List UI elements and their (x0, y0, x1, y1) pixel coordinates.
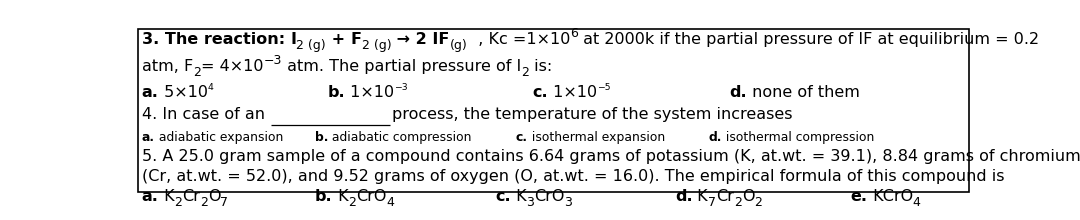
Text: c.: c. (516, 131, 528, 144)
Text: 2: 2 (521, 66, 529, 79)
Text: adiabatic compression: adiabatic compression (328, 131, 472, 144)
Text: 2: 2 (200, 196, 207, 209)
Text: is:: is: (529, 59, 552, 74)
Text: 2: 2 (174, 196, 183, 209)
Text: atm. The partial pressure of I: atm. The partial pressure of I (282, 59, 521, 74)
Text: 3: 3 (526, 196, 534, 209)
Text: 5×10: 5×10 (159, 85, 207, 100)
Text: 2: 2 (348, 196, 356, 209)
Text: c.: c. (495, 189, 511, 204)
Text: 2: 2 (754, 196, 762, 209)
Text: K: K (159, 189, 174, 204)
Text: O: O (742, 189, 754, 204)
Text: 3. The reaction:: 3. The reaction: (141, 32, 291, 47)
Text: Cr: Cr (183, 189, 200, 204)
Text: = 4×10: = 4×10 (201, 59, 264, 74)
Text: CrO: CrO (534, 189, 565, 204)
Text: d.: d. (675, 189, 692, 204)
Text: −3: −3 (264, 54, 282, 67)
Text: K: K (511, 189, 526, 204)
Text: 4: 4 (207, 82, 214, 92)
Text: 1×10: 1×10 (549, 85, 597, 100)
Text: atm, F: atm, F (141, 59, 193, 74)
Text: c.: c. (532, 85, 549, 100)
Text: Cr: Cr (716, 189, 734, 204)
Text: 7: 7 (708, 196, 716, 209)
Text: 1×10: 1×10 (346, 85, 394, 100)
Text: CrO: CrO (356, 189, 387, 204)
Text: 6: 6 (570, 27, 578, 40)
Text: isothermal compression: isothermal compression (721, 131, 874, 144)
Text: 5. A 25.0 gram sample of a compound contains 6.64 grams of potassium (K, at.wt. : 5. A 25.0 gram sample of a compound cont… (141, 149, 1080, 164)
Text: −3: −3 (394, 82, 408, 92)
Text: a.: a. (141, 85, 159, 100)
Text: b.: b. (315, 131, 328, 144)
Text: 7: 7 (220, 196, 228, 209)
Text: process, the temperature of the system increases: process, the temperature of the system i… (392, 107, 793, 122)
Text: b.: b. (315, 189, 333, 204)
Text: b.: b. (327, 85, 346, 100)
Text: → 2 IF: → 2 IF (391, 32, 450, 47)
Text: 2: 2 (193, 66, 201, 79)
Text: none of them: none of them (747, 85, 860, 100)
Text: KCrO: KCrO (867, 189, 913, 204)
Text: a.: a. (141, 189, 159, 204)
Text: I: I (291, 32, 296, 47)
Text: 4: 4 (387, 196, 394, 209)
Text: , Kc =1×10: , Kc =1×10 (468, 32, 570, 47)
Text: (g): (g) (450, 39, 468, 52)
Text: K: K (692, 189, 708, 204)
Text: 4: 4 (913, 196, 920, 209)
Text: 3: 3 (565, 196, 572, 209)
Text: a.: a. (141, 131, 154, 144)
Text: O: O (207, 189, 220, 204)
Text: e.: e. (851, 189, 867, 204)
Text: at 2000k if the partial pressure of IF at equilibrium = 0.2: at 2000k if the partial pressure of IF a… (578, 32, 1039, 47)
Text: K: K (333, 189, 348, 204)
Text: isothermal expansion: isothermal expansion (528, 131, 665, 144)
Text: adiabatic expansion: adiabatic expansion (154, 131, 283, 144)
Text: +: + (326, 32, 351, 47)
Text: 2: 2 (734, 196, 742, 209)
Text: (Cr, at.wt. = 52.0), and 9.52 grams of oxygen (O, at.wt. = 16.0). The empirical : (Cr, at.wt. = 52.0), and 9.52 grams of o… (141, 169, 1004, 183)
Text: −5: −5 (597, 82, 611, 92)
Text: F: F (351, 32, 362, 47)
Text: d.: d. (708, 131, 721, 144)
Text: 2 (g): 2 (g) (362, 39, 391, 52)
Text: 2 (g): 2 (g) (296, 39, 326, 52)
Text: 4. In case of an: 4. In case of an (141, 107, 265, 122)
Text: d.: d. (729, 85, 747, 100)
